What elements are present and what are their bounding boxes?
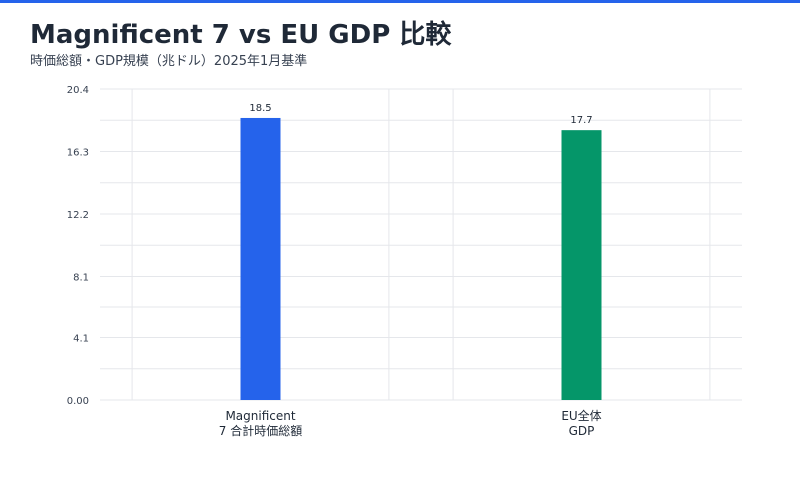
y-tick-label: 0.00 — [67, 396, 89, 407]
y-tick-label: 4.1 — [73, 333, 89, 344]
accent-bar — [0, 0, 800, 3]
bar-value-label: 17.7 — [570, 115, 592, 126]
x-category-label-line: 7 合計時価総額 — [219, 423, 302, 438]
y-tick-label: 16.3 — [67, 148, 89, 159]
y-tick-label: 8.1 — [73, 273, 89, 284]
x-category-label-line: EU全体 — [561, 408, 601, 423]
chart-title: Magnificent 7 vs EU GDP 比較 — [30, 20, 452, 50]
x-category-label-line: Magnificent — [225, 409, 295, 423]
x-category-label-line: GDP — [569, 424, 595, 438]
y-tick-label: 20.4 — [67, 85, 89, 96]
bar — [561, 130, 602, 401]
chart-subtitle: 時価総額・GDP規模（兆ドル）2025年1月基準 — [30, 54, 308, 69]
bar-value-label: 18.5 — [249, 103, 271, 114]
bar — [240, 117, 281, 400]
x-category-label: Magnificent 7 合計時価総額 — [219, 409, 302, 438]
y-tick-label: 12.2 — [67, 210, 89, 221]
x-category-label: EU全体 GDP — [561, 408, 601, 438]
